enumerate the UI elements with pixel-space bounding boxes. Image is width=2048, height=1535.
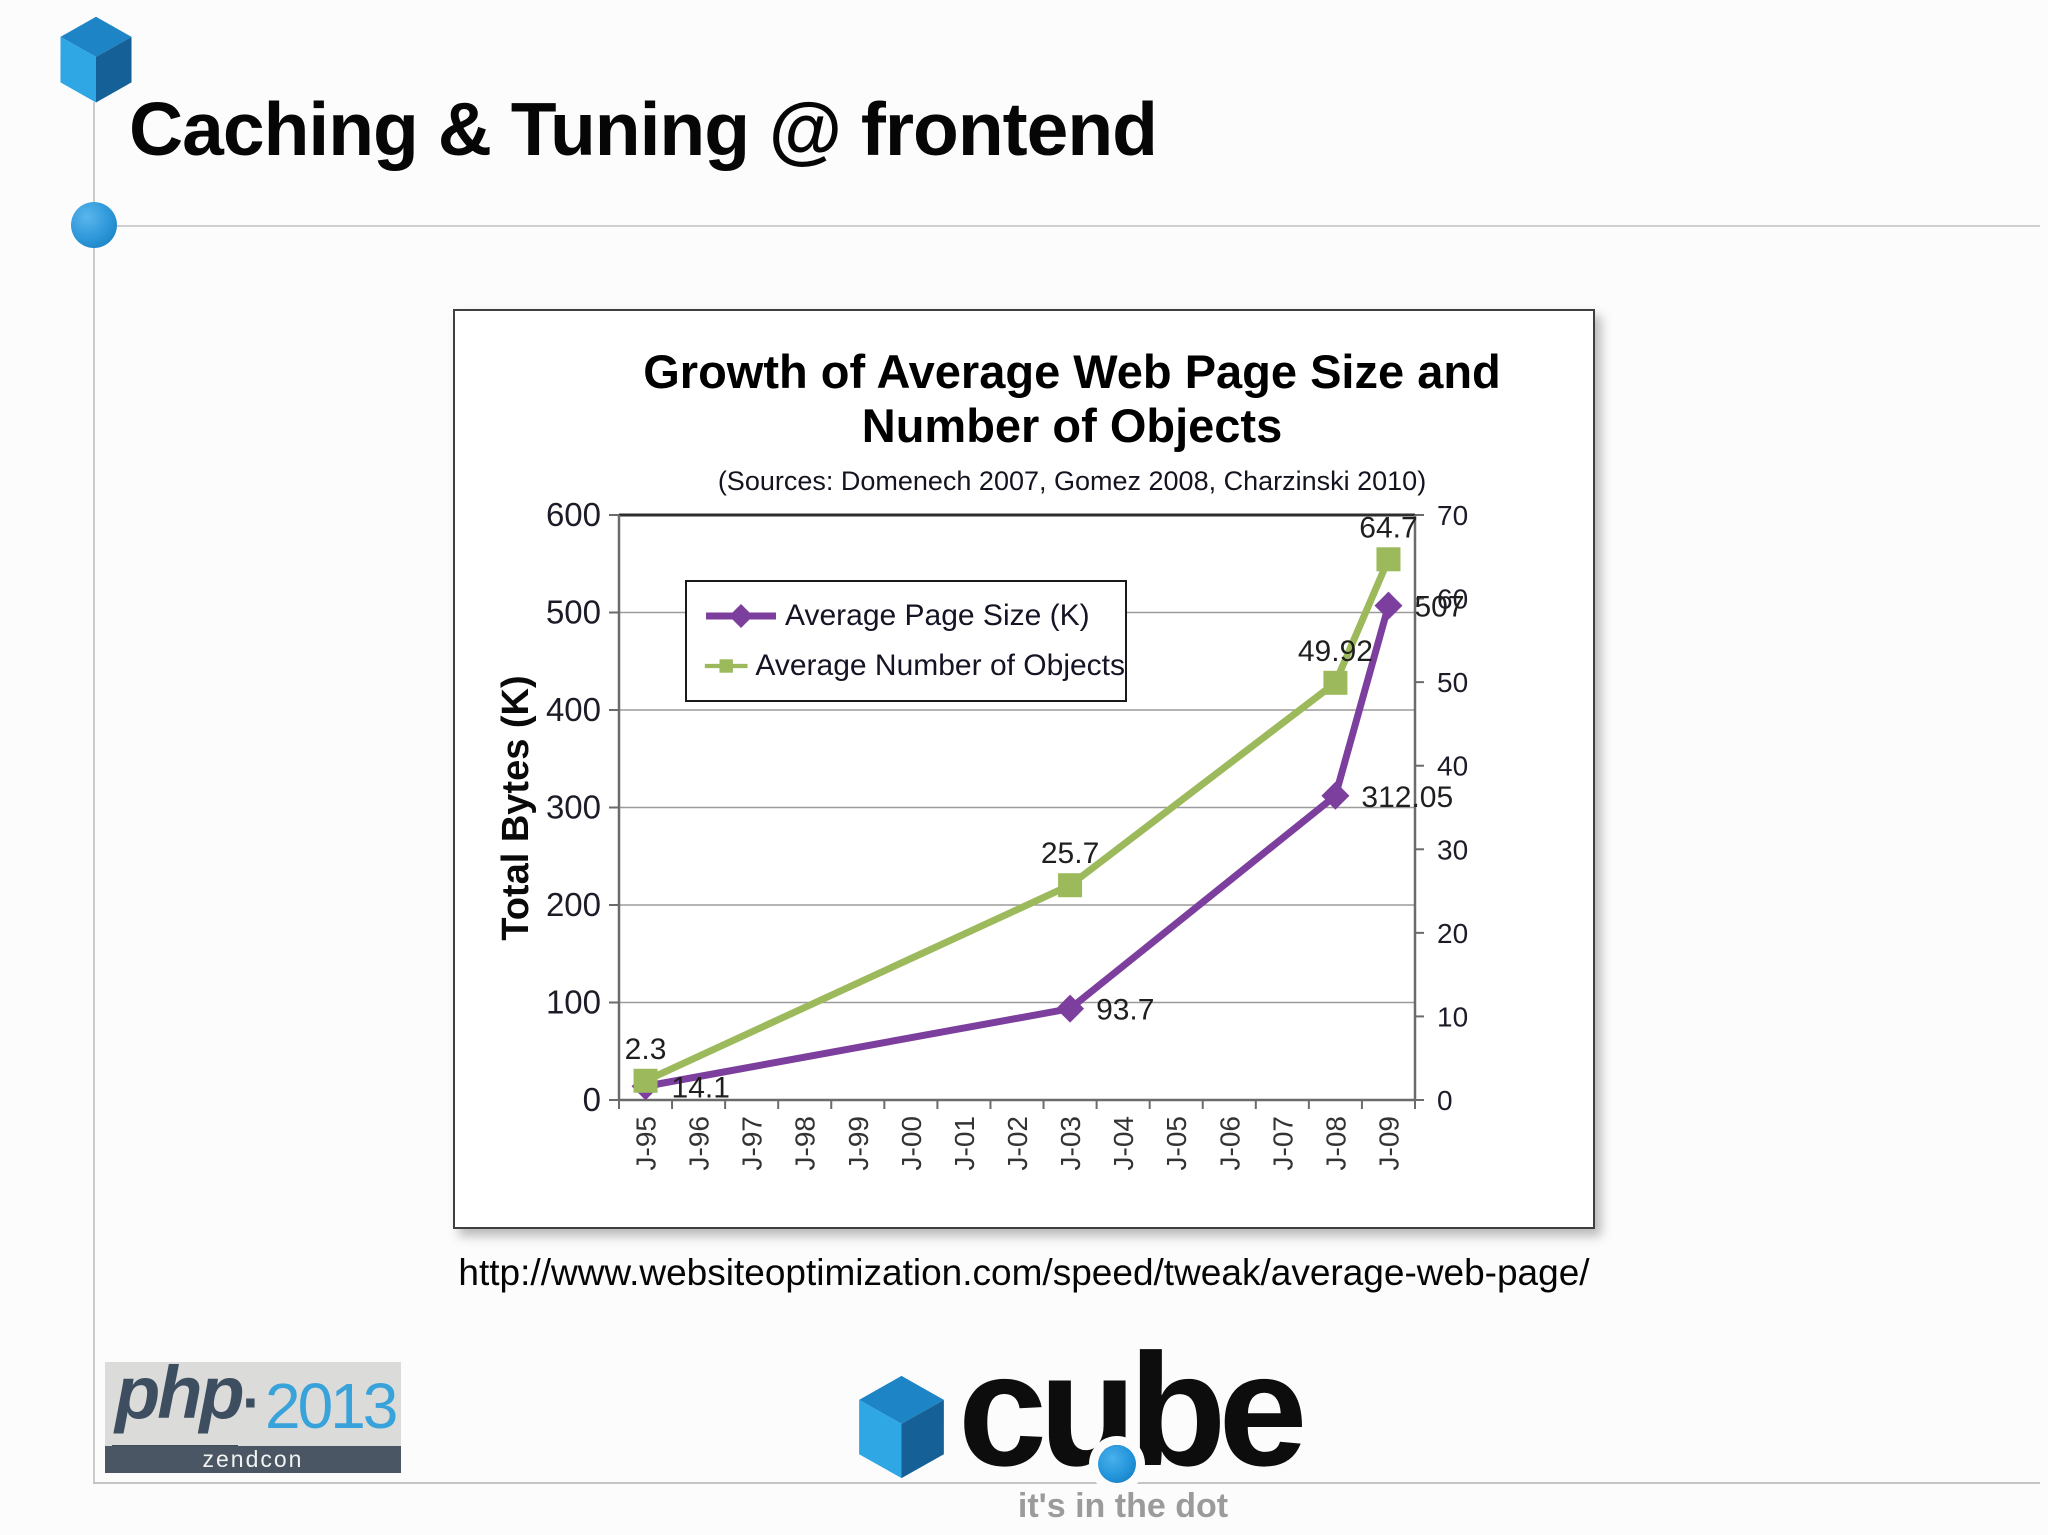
data-label: 49.92: [1298, 635, 1373, 668]
x-tick-label: J-06: [1214, 1116, 1245, 1170]
data-point-diamond: [1321, 781, 1350, 810]
cube-tagline: it's in the dot: [1017, 1487, 1229, 1525]
y2-tick-label: 0: [1437, 1085, 1453, 1116]
data-point-square: [1376, 547, 1401, 572]
y-tick-label: 600: [546, 496, 601, 533]
footer-rule: [93, 1482, 2040, 1484]
x-tick-label: J-03: [1055, 1116, 1086, 1170]
data-label: 2.3: [625, 1033, 667, 1066]
x-tick-label: J-99: [843, 1116, 874, 1170]
php-logo-text: php: [115, 1351, 245, 1434]
x-tick-label: J-08: [1320, 1116, 1351, 1170]
y-tick-label: 200: [546, 886, 601, 923]
legend-label-num-objects: Average Number of Objects: [755, 649, 1125, 683]
chart-title-line-2: Number of Objects: [861, 398, 1283, 452]
y-tick-label: 500: [546, 594, 601, 631]
legend-label-page-size: Average Page Size (K): [785, 598, 1090, 632]
url-caption: http://www.websiteoptimization.com/speed…: [458, 1252, 1590, 1293]
legend-item-num-objects: Average Number of Objects: [703, 649, 1125, 683]
legend-item-page-size: Average Page Size (K): [703, 599, 1125, 633]
data-point-diamond: [1374, 591, 1403, 620]
y-axis-title: Total Bytes (K): [495, 675, 537, 941]
series-line-square: [644, 557, 1392, 1084]
chart-frame: 0 100 200 300 400 500 600 0 10 20 30 40 50 60 70 J-95 J-…: [453, 309, 1595, 1229]
x-tick-label: J-95: [631, 1116, 662, 1170]
y2-tick-label: 50: [1437, 667, 1468, 698]
y2-tick-label: 70: [1437, 500, 1468, 531]
chart-legend: Average Page Size (K) Average Number of …: [685, 580, 1127, 702]
diamond-marker-icon: [706, 603, 776, 628]
data-label: 312.05: [1361, 781, 1453, 814]
y-tick-label: 100: [546, 984, 601, 1021]
y-tick-label: 300: [546, 789, 601, 826]
x-tick-label: J-09: [1373, 1116, 1404, 1170]
y2-tick-label: 60: [1437, 584, 1468, 615]
data-point-square: [1323, 670, 1348, 695]
data-label: 64.7: [1359, 511, 1417, 544]
section-bullet-circle-icon: [71, 202, 117, 248]
cube-logo-dot-icon: [1098, 1445, 1136, 1483]
left-accent-line: [93, 102, 95, 1483]
page-title: Caching & Tuning @ frontend: [129, 87, 1158, 171]
x-tick-label: J-01: [949, 1116, 980, 1170]
data-label: 93.7: [1096, 994, 1154, 1027]
data-label: 25.7: [1041, 837, 1099, 870]
zendcon-banner: zendcon: [105, 1446, 401, 1473]
cube-logo: cube it's in the dot: [850, 1320, 1350, 1530]
x-tick-label: J-02: [1002, 1116, 1033, 1170]
x-tick-label: J-00: [896, 1116, 927, 1170]
chart-title-block: Growth of Average Web Page Size and Numb…: [547, 345, 1597, 497]
y-tick-label: 0: [583, 1081, 601, 1118]
data-point-diamond: [1056, 994, 1085, 1023]
x-tick-label: J-05: [1161, 1116, 1192, 1170]
data-point-square: [633, 1068, 658, 1093]
series-line-diamond: [644, 604, 1392, 1090]
x-tick-label: J-07: [1267, 1116, 1298, 1170]
y-tick-label: 400: [546, 691, 601, 728]
chart-title-line-1: Growth of Average Web Page Size and: [643, 345, 1501, 398]
data-label: 507: [1414, 591, 1464, 624]
chart-canvas: 0 100 200 300 400 500 600 0 10 20 30 40 50 60 70 J-95 J-…: [546, 496, 1468, 1170]
data-point-square: [1058, 873, 1083, 898]
x-tick-label: J-97: [737, 1116, 768, 1170]
y2-tick-label: 10: [1437, 1001, 1468, 1032]
data-label: 14.1: [672, 1071, 730, 1104]
header-rule: [93, 225, 2040, 227]
php2013-zendcon-logo: php · 2013 zendcon: [105, 1351, 401, 1473]
y2-tick-label: 20: [1437, 918, 1468, 949]
square-marker-icon: [704, 659, 748, 674]
x-tick-label: J-98: [790, 1116, 821, 1170]
cube-logo-cube-icon: [859, 1375, 944, 1479]
chart-subtitle: (Sources: Domenech 2007, Gomez 2008, Cha…: [717, 466, 1427, 497]
php-logo-dot: ·: [242, 1369, 262, 1436]
y2-tick-label: 30: [1437, 834, 1468, 865]
php-logo-year: 2013: [265, 1370, 398, 1442]
x-tick-label: J-96: [684, 1116, 715, 1170]
y2-tick-label: 40: [1437, 751, 1468, 782]
cube-bullet-icon: [60, 16, 132, 103]
x-tick-label: J-04: [1108, 1116, 1139, 1170]
